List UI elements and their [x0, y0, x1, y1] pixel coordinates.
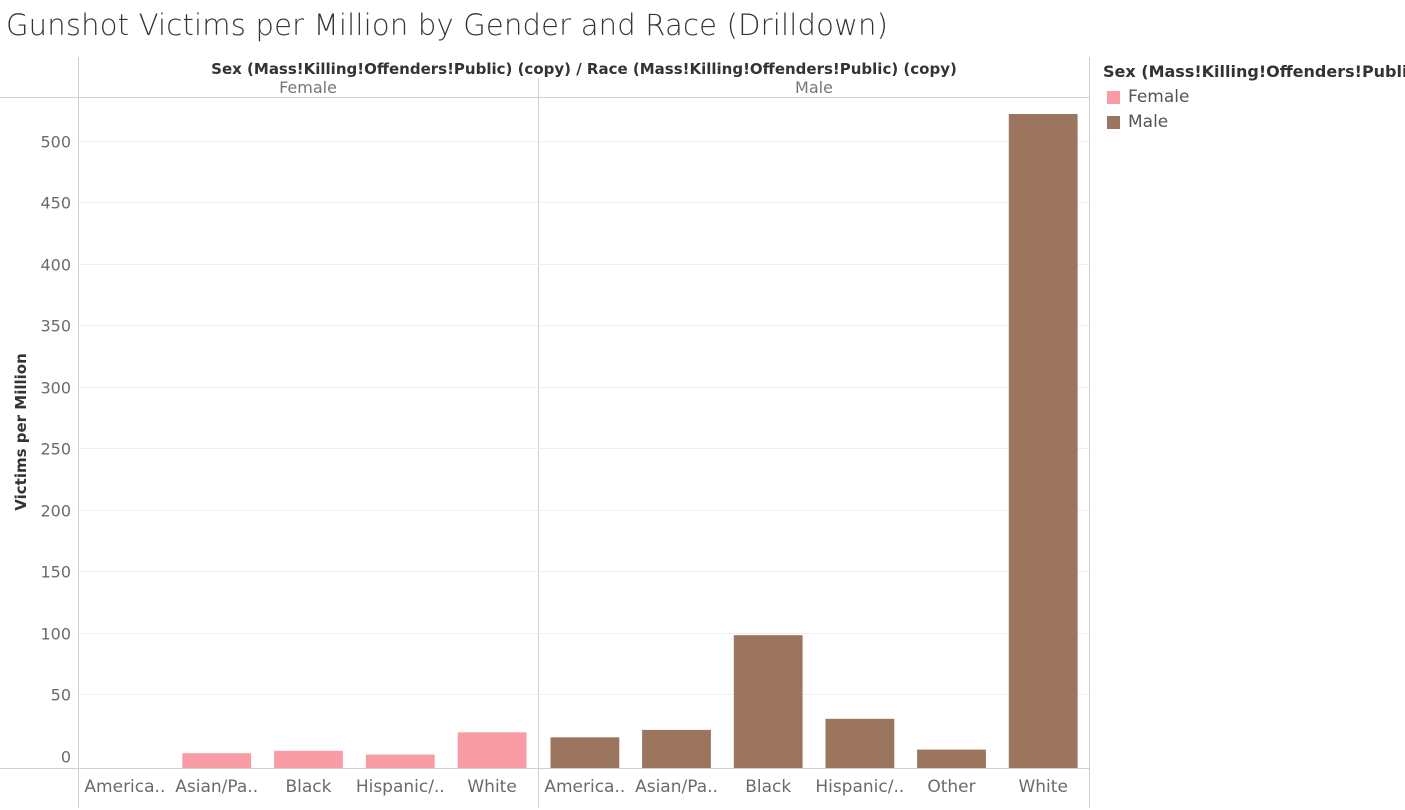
bar-male-3[interactable]: [825, 718, 895, 768]
y-tick-label: 300: [40, 379, 71, 398]
bar-female-2[interactable]: [274, 750, 343, 768]
x-axis-categories: America.. Asian/Pa.. Black Hispanic/.. White…: [84, 777, 1067, 797]
bar-male-0[interactable]: [550, 737, 620, 768]
x-category-label: America..: [544, 777, 625, 797]
legend-swatch-female: [1107, 90, 1120, 104]
y-tick-label: 450: [40, 194, 71, 213]
y-tick-label: 400: [40, 256, 71, 275]
gridlines: [79, 141, 1089, 695]
y-tick-label: 50: [51, 686, 71, 705]
x-category-label: Asian/Pa..: [635, 777, 718, 797]
legend-label-male: Male: [1128, 112, 1169, 132]
legend-title: Sex (Mass!Killing!Offenders!Public): [1103, 62, 1405, 81]
pane-label-male: Male: [795, 78, 833, 97]
y-tick-label: 150: [40, 563, 71, 582]
y-axis-ticks: 0 50 100 150 200 250 300 350 400 450 500: [40, 133, 71, 767]
x-category-label: America..: [84, 777, 165, 797]
x-category-label: White: [467, 777, 516, 797]
x-category-label: Hispanic/..: [356, 777, 445, 797]
bar-female-3[interactable]: [365, 754, 435, 769]
y-tick-label: 200: [40, 502, 71, 521]
legend: Sex (Mass!Killing!Offenders!Public) Fema…: [1103, 62, 1405, 132]
y-tick-label: 250: [40, 440, 71, 459]
chart-title: Gunshot Victims per Million by Gender an…: [6, 8, 889, 42]
legend-label-female: Female: [1128, 87, 1190, 107]
y-tick-label: 350: [40, 317, 71, 336]
bars: [182, 114, 1078, 769]
legend-item-female[interactable]: Female: [1103, 87, 1405, 107]
x-category-label: Asian/Pa..: [175, 777, 258, 797]
legend-item-male[interactable]: Male: [1103, 112, 1405, 132]
x-category-label: White: [1018, 777, 1067, 797]
y-tick-label: 100: [40, 625, 71, 644]
bar-female-1[interactable]: [182, 753, 252, 768]
y-axis-label: Victims per Million: [12, 353, 30, 510]
x-category-label: Black: [745, 777, 791, 797]
bar-chart: Sex (Mass!Killing!Offenders!Public) (cop…: [0, 57, 1090, 808]
bar-male-1[interactable]: [642, 729, 711, 768]
legend-swatch-male: [1107, 115, 1120, 129]
pane-label-female: Female: [279, 78, 337, 97]
bar-male-5[interactable]: [1008, 114, 1078, 768]
bar-male-2[interactable]: [733, 635, 803, 768]
y-tick-label: 0: [61, 748, 71, 767]
x-category-label: Black: [286, 777, 332, 797]
x-category-label: Other: [927, 777, 975, 797]
bar-female-4[interactable]: [457, 732, 527, 768]
y-tick-label: 500: [40, 133, 71, 152]
column-header: Sex (Mass!Killing!Offenders!Public) (cop…: [211, 60, 957, 78]
bar-male-4[interactable]: [917, 749, 986, 768]
x-category-label: Hispanic/..: [815, 777, 904, 797]
